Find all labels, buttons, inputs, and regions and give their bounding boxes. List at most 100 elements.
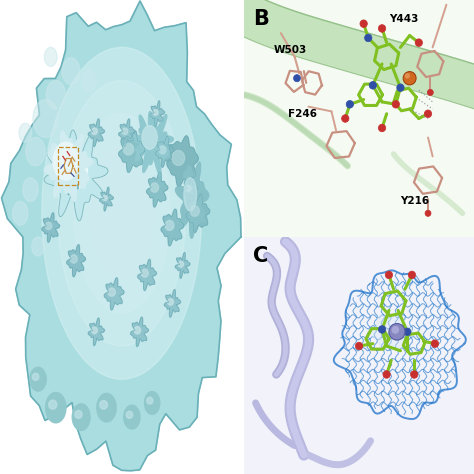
Polygon shape <box>184 178 197 211</box>
Polygon shape <box>172 151 185 165</box>
Polygon shape <box>103 195 107 201</box>
Circle shape <box>392 100 400 108</box>
Polygon shape <box>60 152 88 190</box>
Polygon shape <box>70 255 77 263</box>
Text: B: B <box>253 9 269 29</box>
Polygon shape <box>67 245 85 277</box>
Polygon shape <box>33 100 58 137</box>
Polygon shape <box>183 177 198 202</box>
Circle shape <box>385 271 392 279</box>
Polygon shape <box>1 1 241 471</box>
Polygon shape <box>190 206 200 216</box>
Polygon shape <box>46 222 52 229</box>
Circle shape <box>410 371 418 378</box>
Polygon shape <box>23 178 38 201</box>
Circle shape <box>378 124 386 132</box>
Polygon shape <box>88 119 104 146</box>
Polygon shape <box>90 147 154 280</box>
Polygon shape <box>82 70 96 91</box>
Polygon shape <box>97 393 116 422</box>
Polygon shape <box>122 128 128 135</box>
Circle shape <box>356 342 363 350</box>
Text: C: C <box>253 246 269 266</box>
Polygon shape <box>91 327 97 334</box>
Polygon shape <box>32 374 39 380</box>
Polygon shape <box>167 136 198 186</box>
Polygon shape <box>104 278 124 310</box>
Circle shape <box>405 73 410 78</box>
Polygon shape <box>371 314 412 349</box>
Polygon shape <box>175 162 209 238</box>
Polygon shape <box>126 411 133 418</box>
Polygon shape <box>159 146 166 154</box>
Polygon shape <box>153 109 158 116</box>
Polygon shape <box>118 131 145 173</box>
Circle shape <box>397 84 404 91</box>
Polygon shape <box>42 213 60 242</box>
Polygon shape <box>100 401 108 409</box>
Polygon shape <box>145 392 160 414</box>
Polygon shape <box>62 165 80 195</box>
Polygon shape <box>178 261 183 267</box>
Polygon shape <box>123 144 134 155</box>
Circle shape <box>408 271 416 279</box>
Polygon shape <box>142 126 157 149</box>
Circle shape <box>369 82 376 89</box>
Polygon shape <box>244 237 474 474</box>
Polygon shape <box>222 0 474 110</box>
Polygon shape <box>108 288 115 296</box>
Text: Y443: Y443 <box>389 14 419 24</box>
Polygon shape <box>124 405 140 429</box>
Polygon shape <box>147 397 153 404</box>
Polygon shape <box>100 187 113 211</box>
Circle shape <box>383 371 390 378</box>
Circle shape <box>389 324 405 340</box>
Polygon shape <box>44 130 93 201</box>
Circle shape <box>404 328 411 336</box>
Polygon shape <box>49 400 57 409</box>
Polygon shape <box>62 58 80 84</box>
Circle shape <box>360 20 367 27</box>
Polygon shape <box>138 259 156 291</box>
Text: F246: F246 <box>288 109 317 119</box>
Text: W503: W503 <box>274 45 307 55</box>
Polygon shape <box>42 47 201 379</box>
Polygon shape <box>186 185 191 191</box>
Polygon shape <box>32 237 45 256</box>
Polygon shape <box>53 142 79 180</box>
Polygon shape <box>244 0 474 237</box>
Circle shape <box>415 39 422 46</box>
Polygon shape <box>72 404 90 430</box>
Polygon shape <box>74 114 170 313</box>
Polygon shape <box>66 175 72 182</box>
Circle shape <box>293 74 301 82</box>
Polygon shape <box>131 317 148 346</box>
Polygon shape <box>168 299 173 305</box>
Polygon shape <box>161 209 184 246</box>
Circle shape <box>424 110 432 118</box>
Polygon shape <box>30 367 46 391</box>
Circle shape <box>425 210 431 217</box>
Circle shape <box>428 89 433 96</box>
Circle shape <box>346 100 354 108</box>
Polygon shape <box>118 119 135 146</box>
Polygon shape <box>13 201 28 225</box>
Polygon shape <box>45 47 57 66</box>
Polygon shape <box>151 183 159 192</box>
Polygon shape <box>19 123 32 142</box>
Polygon shape <box>26 137 45 166</box>
Polygon shape <box>44 130 108 221</box>
Polygon shape <box>146 172 168 207</box>
Polygon shape <box>164 290 181 317</box>
Circle shape <box>378 25 386 32</box>
Polygon shape <box>165 220 174 230</box>
Polygon shape <box>150 101 164 127</box>
Polygon shape <box>0 0 254 474</box>
Circle shape <box>365 34 372 42</box>
Circle shape <box>431 340 438 347</box>
Polygon shape <box>88 318 104 346</box>
Text: Y216: Y216 <box>401 196 429 207</box>
Polygon shape <box>58 81 186 346</box>
Polygon shape <box>175 253 190 278</box>
Polygon shape <box>155 136 174 167</box>
